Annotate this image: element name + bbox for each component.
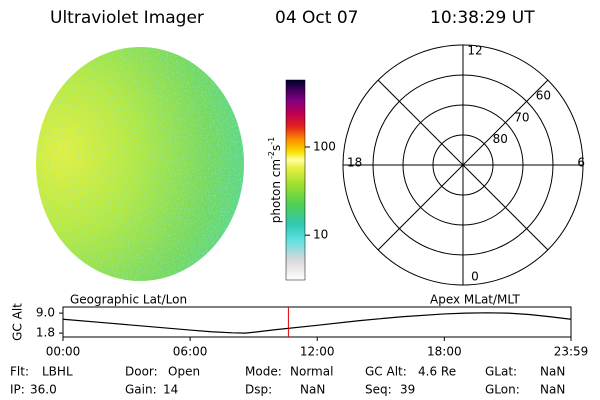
info-label: Mode: xyxy=(245,365,282,379)
colorbar-tick-label: 10 xyxy=(313,228,328,242)
info-label: Gain: xyxy=(125,383,157,397)
alt-line xyxy=(62,312,572,334)
mlt-label: 18 xyxy=(347,156,362,170)
alt-plot-frame xyxy=(62,306,572,338)
left-label: Geographic Lat/Lon xyxy=(70,293,187,307)
y-axis-label: GC Alt xyxy=(11,303,25,341)
mlt-label: 0 xyxy=(471,270,479,284)
info-value: Open xyxy=(168,365,200,379)
x-tick-label: 12:00 xyxy=(300,345,335,359)
info-label: IP: xyxy=(10,383,25,397)
auroral-image xyxy=(36,47,244,281)
info-label: GC Alt: xyxy=(365,365,407,379)
info-label: Dsp: xyxy=(245,383,272,397)
lat-label: 70 xyxy=(514,110,529,124)
x-tick-label: 00:00 xyxy=(46,345,81,359)
time: 10:38:29 UT xyxy=(430,8,535,28)
date: 04 Oct 07 xyxy=(275,8,358,28)
colorbar xyxy=(285,79,306,281)
y-tick-label: 9.0 xyxy=(36,306,55,320)
info-label: Seq: xyxy=(365,383,392,397)
info-value: 4.6 Re xyxy=(418,365,456,379)
info-value: 14 xyxy=(163,383,178,397)
title: Ultraviolet Imager xyxy=(50,8,204,28)
info-value: NaN xyxy=(540,365,565,379)
lat-label: 60 xyxy=(536,89,551,103)
info-label: Flt: xyxy=(10,365,29,379)
info-value: Normal xyxy=(290,365,333,379)
x-tick-label: 23:59 xyxy=(554,345,589,359)
lat-label: 80 xyxy=(493,132,508,146)
x-tick-label: 18:00 xyxy=(427,345,462,359)
mlt-label: 6 xyxy=(577,156,585,170)
info-value: NaN xyxy=(540,383,565,397)
colorbar-label: photon cm-2s-1 xyxy=(267,137,283,224)
info-value: 36.0 xyxy=(30,383,57,397)
mlt-label: 12 xyxy=(467,44,482,58)
y-tick-label: 1.8 xyxy=(36,326,55,340)
right-label: Apex MLat/MLT xyxy=(430,293,520,307)
info-value: LBHL xyxy=(42,365,73,379)
info-value: NaN xyxy=(300,383,325,397)
info-label: Door: xyxy=(125,365,158,379)
info-label: GLat: xyxy=(485,365,517,379)
info-label: GLon: xyxy=(485,383,520,397)
info-value: 39 xyxy=(400,383,415,397)
colorbar-tick-label: 100 xyxy=(313,139,336,153)
x-tick-label: 06:00 xyxy=(173,345,208,359)
